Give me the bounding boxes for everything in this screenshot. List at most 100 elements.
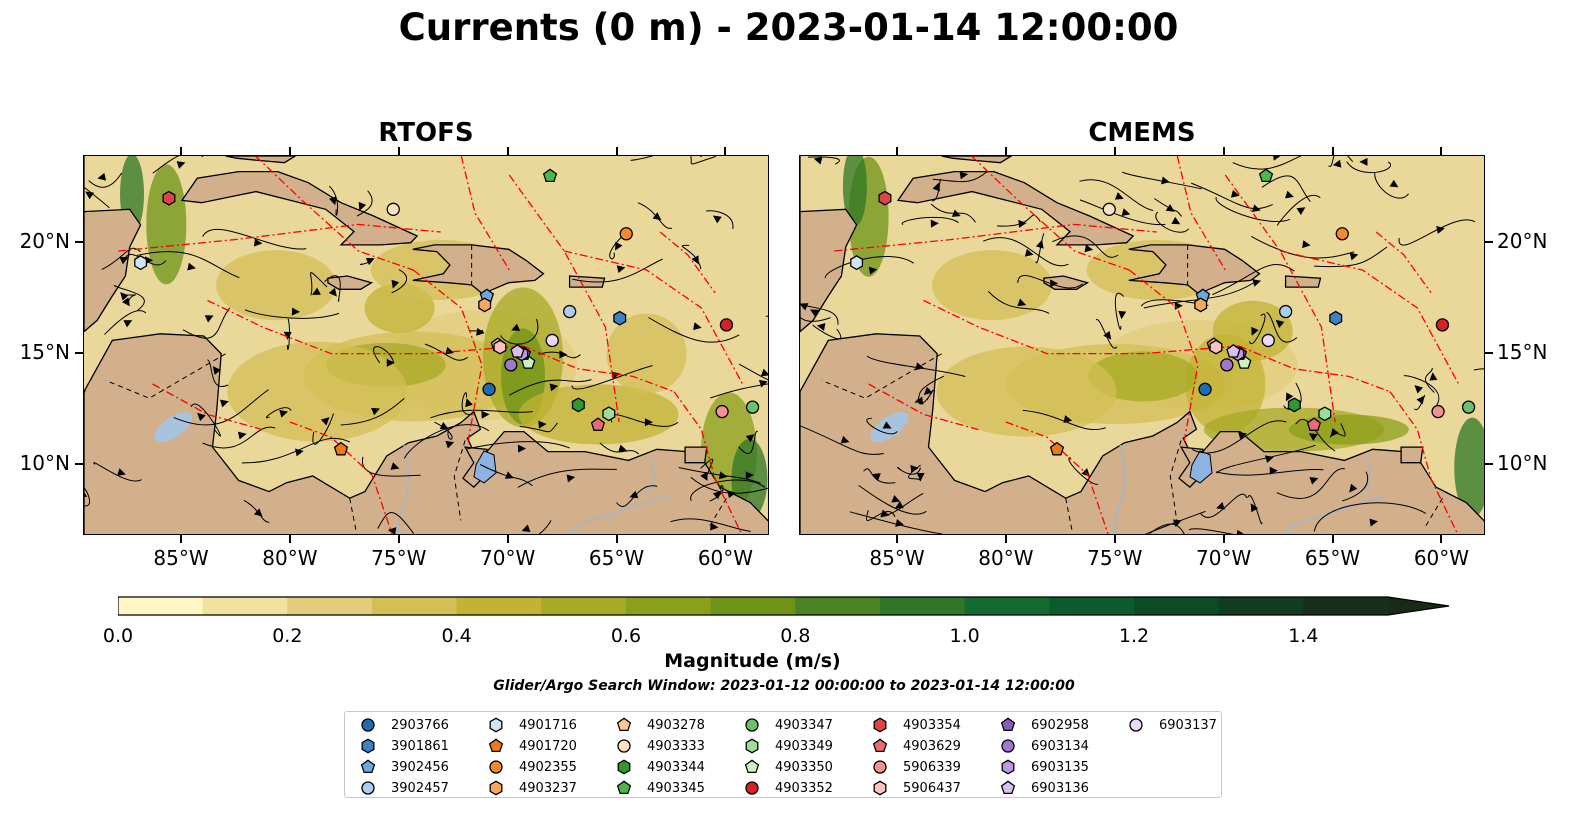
legend-marker — [361, 718, 375, 732]
lon-tick-mark — [1004, 147, 1007, 155]
legend-hexagon-icon — [873, 717, 887, 733]
legend-item: 4903237 — [485, 778, 577, 798]
float-marker-4903344 — [1287, 397, 1301, 413]
legend-pentagon-icon — [488, 738, 504, 753]
lon-tick-label: 80°W — [978, 546, 1034, 570]
float-marker-2903766 — [482, 382, 496, 396]
land-florida — [225, 156, 297, 164]
legend-marker — [1129, 718, 1143, 732]
lon-tick-mark — [1222, 147, 1225, 155]
lon-tick-label: 80°W — [262, 546, 318, 570]
legend-marker — [489, 717, 503, 733]
legend-item: 6902958 — [997, 715, 1089, 735]
legend-item: 5906437 — [869, 778, 961, 798]
legend-marker — [617, 739, 631, 753]
colorbar-extend-arrow — [1388, 597, 1449, 615]
float-marker-4901716 — [134, 255, 148, 271]
legend-marker — [745, 718, 759, 732]
float-marker-6903137 — [545, 333, 559, 348]
rtofs-map — [84, 156, 768, 534]
legend-hexagon-icon — [489, 780, 503, 796]
map-panel-cmems[interactable] — [799, 155, 1485, 535]
legend-circle-icon — [617, 739, 631, 753]
land-puertorico — [1284, 275, 1322, 288]
colorbar-label: Magnitude (m/s) — [664, 650, 841, 672]
legend-label: 4903629 — [903, 738, 961, 754]
float-marker-4903349 — [1318, 406, 1332, 422]
colorbar-segment — [964, 597, 1050, 615]
legend-item: 4903352 — [741, 778, 833, 798]
lon-tick-mark — [180, 147, 182, 155]
legend-pentagon-icon — [616, 780, 632, 795]
float-marker-6903136 — [510, 343, 525, 358]
lon-tick-mark — [288, 535, 291, 543]
float-marker-4903629 — [590, 417, 606, 431]
legend-item: 3901861 — [357, 736, 449, 756]
float-marker-4902355 — [1335, 227, 1349, 241]
legend-item: 4903278 — [613, 715, 705, 735]
panel-title-rtofs: RTOFS — [378, 118, 474, 148]
legend-label: 4902355 — [519, 759, 577, 775]
legend-marker — [1001, 759, 1015, 775]
float-marker-6903136 — [1226, 343, 1241, 358]
float-marker-4903237 — [1194, 297, 1208, 313]
legend-marker — [489, 760, 503, 774]
lon-tick-mark — [896, 535, 898, 543]
legend-marker — [873, 717, 887, 733]
legend-label: 5906339 — [903, 759, 961, 775]
legend-marker — [872, 738, 888, 753]
lon-tick-mark — [1440, 535, 1443, 543]
float-marker-4903347 — [1461, 400, 1476, 414]
legend-label: 4903333 — [647, 738, 705, 754]
legend-label: 4903354 — [903, 717, 961, 733]
legend-label: 6902958 — [1031, 717, 1089, 733]
legend-item: 4903345 — [613, 778, 705, 798]
lat-tick-mark — [1485, 240, 1493, 243]
colorbar-tick-label: 1.4 — [1288, 625, 1319, 647]
lat-tick-label-left: 10°N — [19, 450, 70, 475]
map-panel-rtofs[interactable] — [83, 155, 769, 535]
land-hispaniola — [412, 244, 545, 295]
legend-label: 4901716 — [519, 717, 577, 733]
lon-tick-mark — [615, 535, 618, 543]
float-marker-4903333 — [1102, 202, 1116, 216]
lat-tick-mark — [1485, 462, 1493, 465]
legend-item: 5906339 — [869, 757, 961, 777]
legend-circle-icon — [361, 718, 375, 732]
lon-tick-mark — [1113, 147, 1116, 155]
lon-tick-label: 75°W — [371, 546, 427, 570]
legend-marker — [1000, 780, 1016, 795]
legend-marker — [360, 759, 376, 774]
float-marker-4903344 — [571, 397, 585, 413]
lon-tick-mark — [1113, 535, 1116, 543]
legend-circle-icon — [361, 781, 375, 795]
colorbar-tick-label: 0.6 — [610, 625, 642, 647]
lon-tick-mark — [1222, 535, 1225, 543]
legend-marker — [745, 738, 759, 754]
lon-tick-mark — [397, 147, 400, 155]
lon-tick-label: 65°W — [1304, 546, 1361, 570]
colorbar-segment — [1134, 597, 1220, 615]
legend-label: 3901861 — [391, 738, 449, 754]
legend-label: 4903350 — [775, 759, 833, 775]
land-trinidad — [684, 446, 708, 464]
legend-item: 6903135 — [997, 757, 1089, 777]
legend-hexagon-icon — [361, 738, 375, 754]
legend-label: 3902457 — [391, 780, 449, 796]
legend-item: 4903333 — [613, 736, 705, 756]
lat-tick-mark — [75, 351, 83, 354]
legend-label: 4903278 — [647, 717, 705, 733]
legend-circle-icon — [1001, 739, 1015, 753]
float-marker-4901720 — [1049, 441, 1065, 456]
colorbar-segment — [202, 597, 288, 615]
legend-item: 4903354 — [869, 715, 961, 735]
legend-item: 4903349 — [741, 736, 833, 756]
legend-marker — [1000, 717, 1016, 732]
legend-circle-icon — [745, 781, 759, 795]
lon-tick-mark — [180, 535, 182, 543]
float-marker-5906339 — [715, 404, 729, 419]
land-jamaica — [1043, 275, 1090, 290]
float-legend: 2903766 3901861 3902456 3902457 4901716 49017… — [344, 711, 1222, 798]
float-marker-4903349 — [602, 406, 616, 422]
land-florida — [941, 156, 1013, 164]
